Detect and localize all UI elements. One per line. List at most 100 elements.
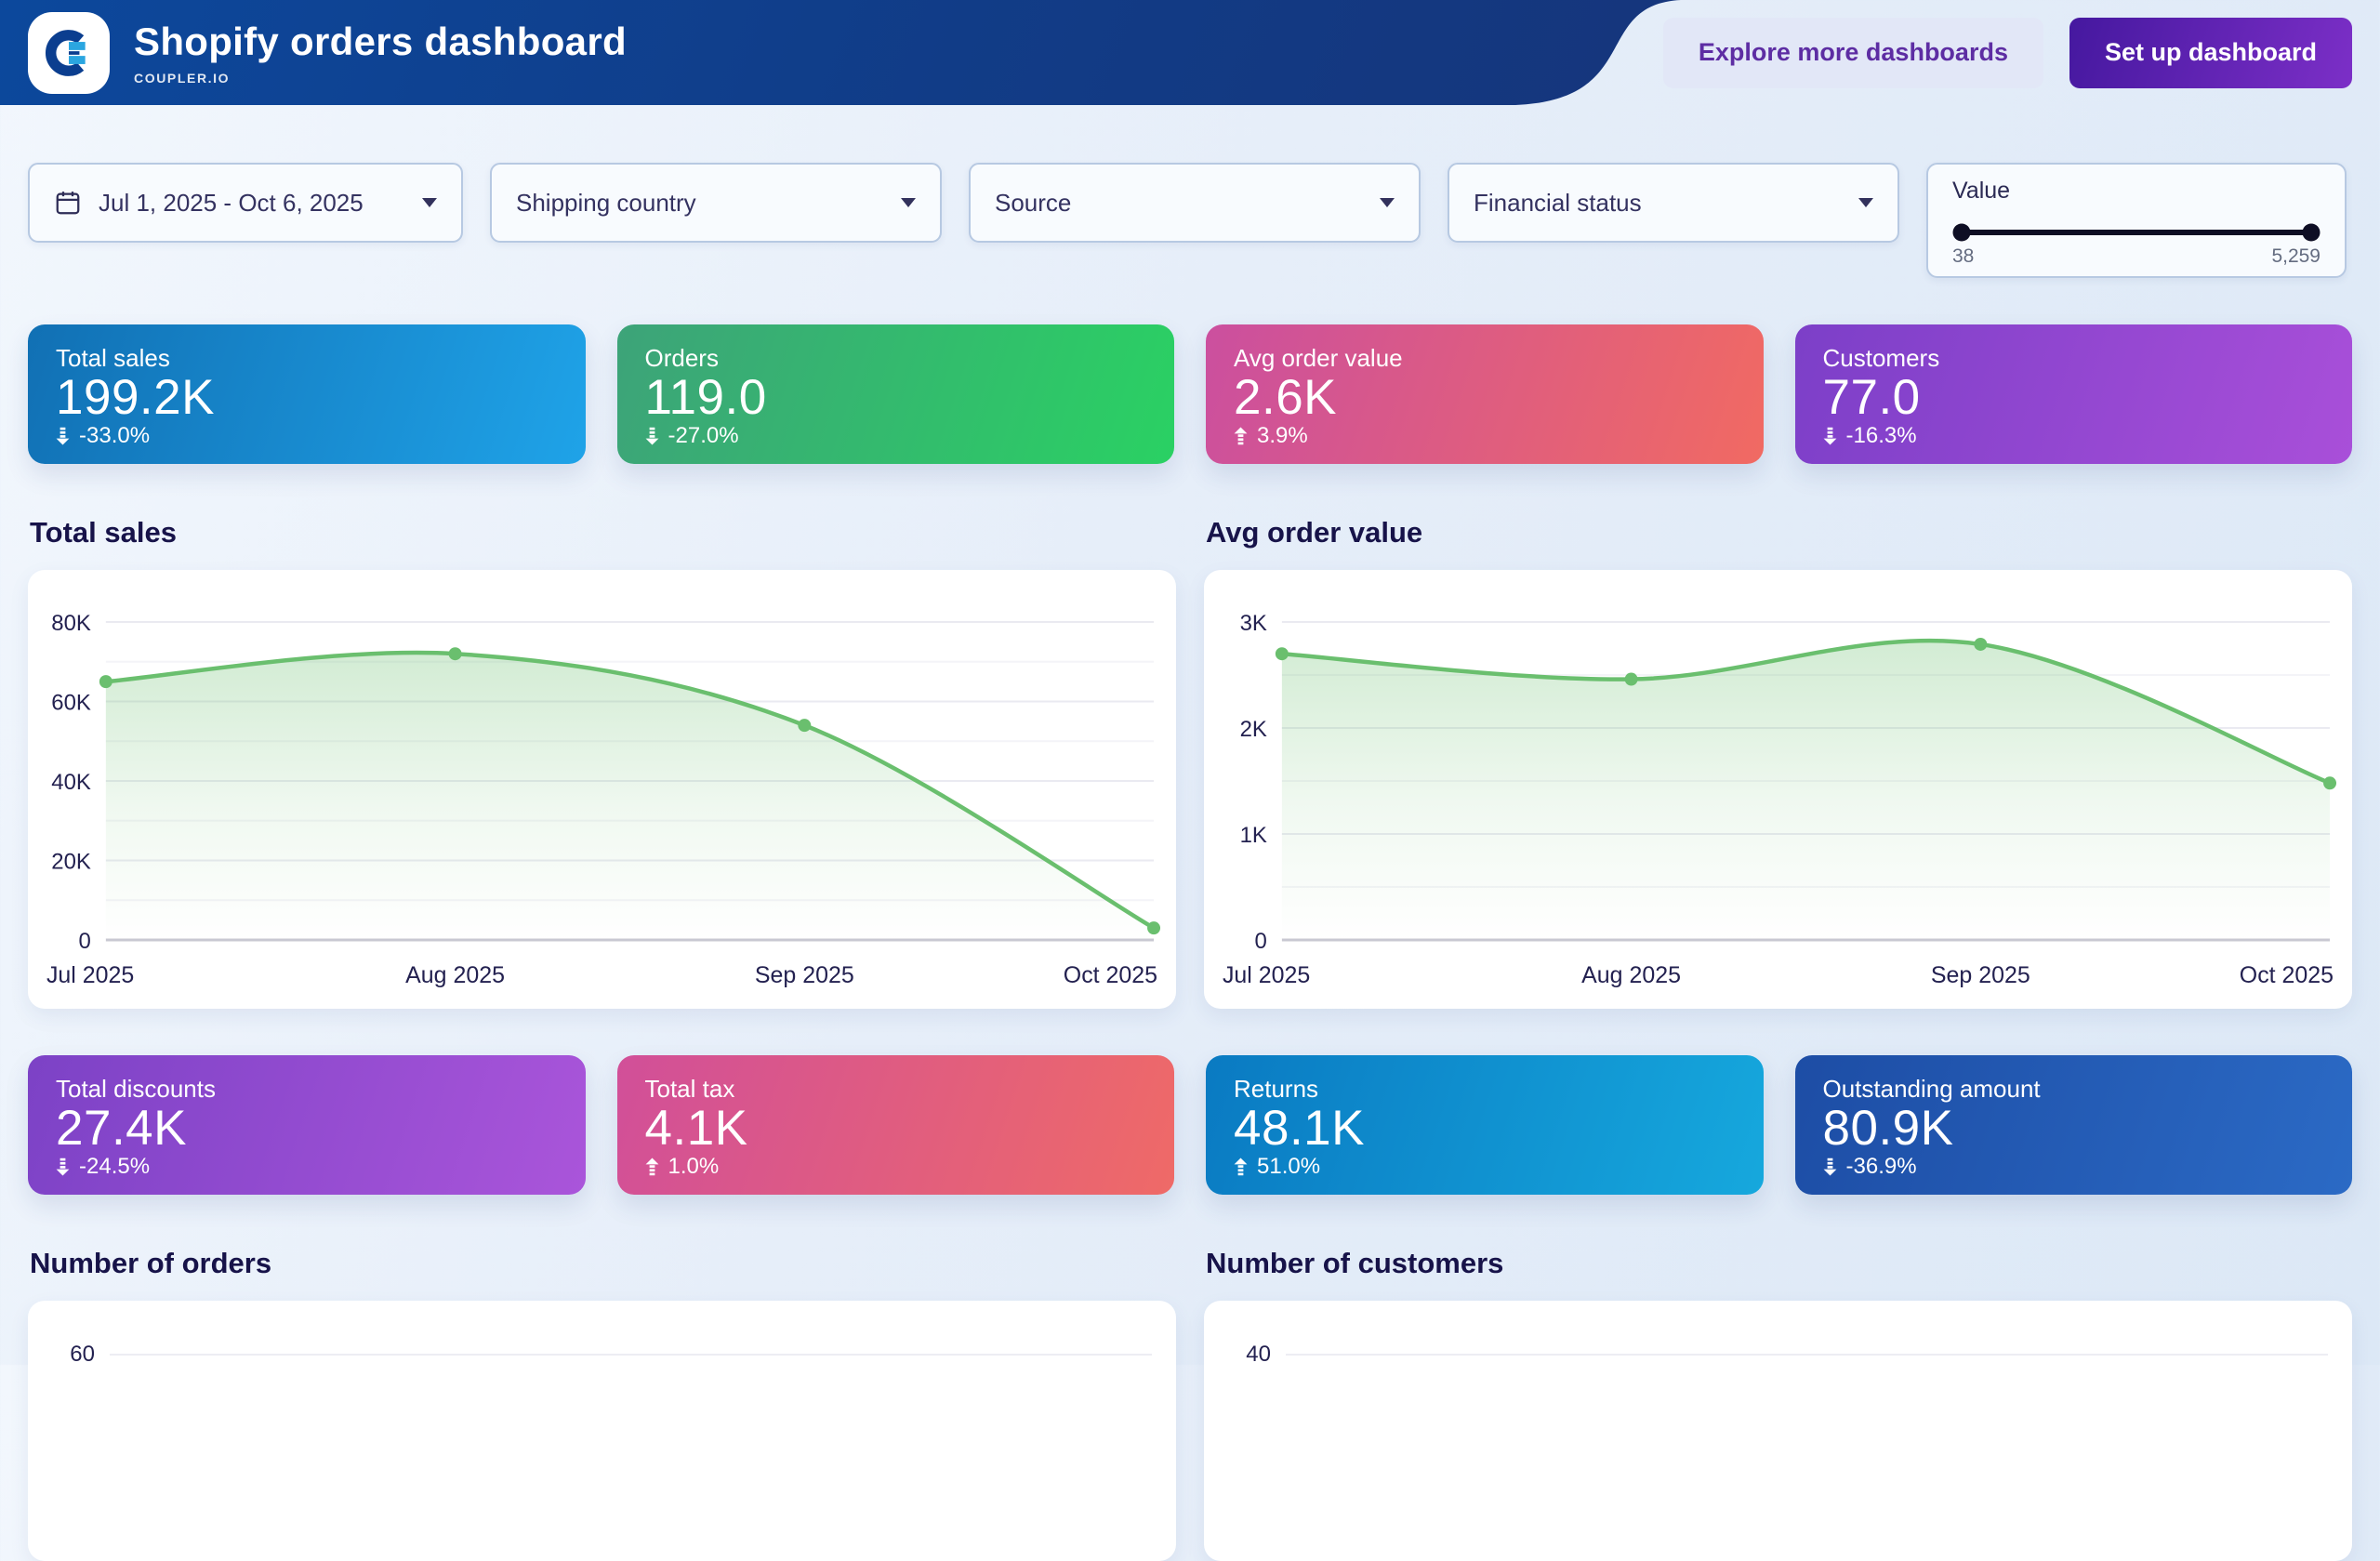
header-titles: Shopify orders dashboard COUPLER.IO	[134, 20, 627, 86]
trend-arrow-icon	[645, 427, 659, 445]
chart-section-title: Total sales	[30, 516, 177, 549]
kpi-label: Avg order value	[1234, 344, 1403, 372]
kpi-delta-value: 1.0%	[668, 1154, 720, 1180]
page-title: Shopify orders dashboard	[134, 20, 627, 63]
value-max: 5,259	[2271, 245, 2320, 267]
svg-text:Oct 2025: Oct 2025	[1064, 962, 1157, 988]
total-sales-section: Total sales 0 20K 40K 60K 80K Jul 2025 Aug 202…	[28, 516, 1176, 1009]
financial-status-filter[interactable]: Financial status	[1448, 163, 1899, 243]
total-sales-chart-svg: 0 20K 40K 60K 80K Jul 2025 Aug 2025 Sep 2025 Oct…	[46, 611, 1161, 988]
gridline-row: 60	[56, 1342, 1152, 1368]
number-of-orders-chart: 60	[28, 1301, 1176, 1561]
caret-down-icon	[1858, 198, 1873, 207]
kpi-label: Total tax	[644, 1075, 735, 1103]
svg-text:Sep 2025: Sep 2025	[1931, 962, 2030, 988]
svg-text:0: 0	[79, 929, 91, 954]
financial-status-label: Financial status	[1474, 188, 1642, 217]
setup-dashboard-button[interactable]: Set up dashboard	[2069, 17, 2352, 88]
kpi-card-orders: Orders 119.0 -27.0%	[616, 324, 1174, 464]
shipping-country-filter[interactable]: Shipping country	[490, 163, 942, 243]
kpi-value: 2.6K	[1234, 370, 1338, 425]
svg-text:Aug 2025: Aug 2025	[1581, 962, 1681, 988]
kpi-value: 119.0	[644, 370, 767, 425]
kpi-delta: -16.3%	[1823, 423, 2325, 449]
kpi-delta: 51.0%	[1234, 1154, 1736, 1180]
svg-text:40K: 40K	[51, 770, 91, 795]
svg-text:Oct 2025: Oct 2025	[2240, 962, 2334, 988]
number-of-customers-chart: 40	[1204, 1301, 2352, 1561]
svg-text:60K: 60K	[51, 690, 91, 715]
kpi-delta: 3.9%	[1234, 423, 1736, 449]
kpi-label: Total discounts	[56, 1075, 216, 1103]
kpi-value: 77.0	[1822, 370, 1921, 425]
value-slider-bounds: 38 5,259	[1952, 245, 2320, 268]
kpi-label: Orders	[644, 344, 719, 372]
svg-text:1K: 1K	[1240, 823, 1267, 848]
kpi-delta: -36.9%	[1823, 1154, 2325, 1180]
chart-section-title: Number of customers	[1206, 1247, 1504, 1279]
avg-order-value-chart-svg: 0 1K 2K 3K Jul 2025 Aug 2025 Sep 2025 Oct 2025	[1223, 611, 2337, 988]
chart-section-title: Avg order value	[1206, 516, 1423, 549]
source-filter[interactable]: Source	[969, 163, 1421, 243]
slider-handle-min[interactable]	[1952, 223, 1971, 242]
svg-text:Sep 2025: Sep 2025	[755, 962, 854, 988]
kpi-delta-value: -16.3%	[1845, 423, 1917, 449]
kpi-card-outstanding-amount: Outstanding amount 80.9K -36.9%	[1794, 1055, 2352, 1195]
kpi-delta-value: 51.0%	[1257, 1154, 1321, 1180]
trend-arrow-icon	[1234, 427, 1248, 445]
kpi-delta: -27.0%	[645, 423, 1147, 449]
svg-text:Jul 2025: Jul 2025	[46, 962, 134, 988]
trend-arrow-icon	[56, 1158, 70, 1176]
trend-arrow-icon	[645, 1158, 659, 1176]
kpi-card-customers: Customers 77.0 -16.3%	[1794, 324, 2352, 464]
source-label: Source	[995, 188, 1072, 217]
calendar-icon	[56, 192, 80, 215]
slider-handle-max[interactable]	[2302, 223, 2320, 242]
date-range-filter[interactable]: Jul 1, 2025 - Oct 6, 2025	[28, 163, 463, 243]
trend-arrow-icon	[1823, 427, 1837, 445]
number-of-customers-section: Number of customers 40	[1204, 1247, 2352, 1561]
caret-down-icon	[422, 198, 437, 207]
gridline-row: 40	[1232, 1342, 2328, 1368]
value-filter: Value 38 5,259	[1926, 163, 2347, 278]
kpi-value: 4.1K	[644, 1101, 748, 1156]
trend-arrow-icon	[56, 427, 70, 445]
kpi-value: 27.4K	[56, 1101, 188, 1156]
bottom-charts-row: Number of orders 60 Number of customers …	[28, 1247, 2352, 1561]
y-tick-label: 40	[1246, 1342, 1271, 1367]
kpi-row-1: Total sales 199.2K -33.0% Orders 119.0 -…	[28, 324, 2352, 464]
coupler-logo	[28, 12, 110, 94]
caret-down-icon	[901, 198, 916, 207]
svg-text:3K: 3K	[1240, 611, 1267, 636]
kpi-card-total-discounts: Total discounts 27.4K -24.5%	[28, 1055, 586, 1195]
kpi-card-avg-order-value: Avg order value 2.6K 3.9%	[1206, 324, 1764, 464]
kpi-delta: -24.5%	[56, 1154, 558, 1180]
kpi-value: 80.9K	[1822, 1101, 1954, 1156]
kpi-row-2: Total discounts 27.4K -24.5% Total tax 4…	[28, 1055, 2352, 1195]
total-sales-chart: 0 20K 40K 60K 80K Jul 2025 Aug 2025 Sep 2025 Oct…	[28, 570, 1176, 1009]
kpi-delta-value: -36.9%	[1845, 1154, 1917, 1180]
kpi-delta: 1.0%	[645, 1154, 1147, 1180]
kpi-delta-value: -33.0%	[79, 423, 151, 449]
svg-text:Aug 2025: Aug 2025	[405, 962, 505, 988]
filters-bar: Jul 1, 2025 - Oct 6, 2025 Shipping count…	[28, 163, 2352, 278]
svg-text:2K: 2K	[1240, 717, 1267, 742]
kpi-value: 199.2K	[56, 370, 215, 425]
kpi-label: Outstanding amount	[1822, 1075, 2041, 1103]
svg-text:0: 0	[1255, 929, 1267, 954]
explore-more-dashboards-button[interactable]: Explore more dashboards	[1662, 17, 2043, 88]
caret-down-icon	[1380, 198, 1395, 207]
shipping-country-label: Shipping country	[516, 188, 696, 217]
value-slider[interactable]	[1952, 223, 2320, 242]
kpi-delta-value: -24.5%	[79, 1154, 151, 1180]
kpi-value: 48.1K	[1234, 1101, 1366, 1156]
avg-order-value-chart: 0 1K 2K 3K Jul 2025 Aug 2025 Sep 2025 Oct 2025	[1204, 570, 2352, 1009]
svg-text:80K: 80K	[51, 611, 91, 636]
kpi-card-returns: Returns 48.1K 51.0%	[1206, 1055, 1764, 1195]
kpi-delta-value: 3.9%	[1257, 423, 1308, 449]
number-of-orders-section: Number of orders 60	[28, 1247, 1176, 1561]
dashboard-page: Shopify orders dashboard COUPLER.IO Expl…	[0, 0, 2352, 1367]
charts-row: Total sales 0 20K 40K 60K 80K Jul 2025 Aug 202…	[28, 516, 2352, 1009]
kpi-label: Returns	[1234, 1075, 1319, 1103]
kpi-delta: -33.0%	[56, 423, 558, 449]
